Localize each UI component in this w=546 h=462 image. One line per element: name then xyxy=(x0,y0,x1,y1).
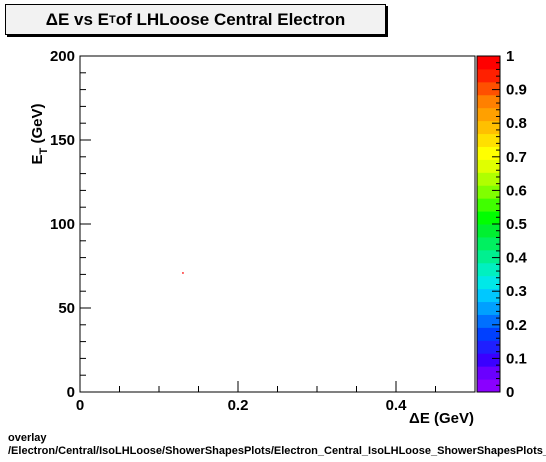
colorbar-segment xyxy=(477,159,500,173)
heatmap-chart: 0 0.2 0.4 0 50 100 150 200 0 0.1 0.2 0.3 0.4 0.5 0.6… xyxy=(29,48,528,427)
colorbar-segment xyxy=(477,185,500,199)
colorbar-segment xyxy=(477,236,500,251)
colorbar-segment xyxy=(477,224,500,238)
x-tick-label: 0 xyxy=(76,397,84,414)
data-points xyxy=(182,272,184,274)
y-tick-label: 100 xyxy=(50,216,75,233)
colorbar-segment xyxy=(477,262,500,277)
footer: overlay /Electron/Central/IsoLHLoose/Sho… xyxy=(8,432,546,458)
y-tick-label: 200 xyxy=(50,48,75,65)
colorbar-segment xyxy=(477,68,500,83)
colorbar-segment xyxy=(477,81,500,96)
colorbar-segment xyxy=(477,301,500,315)
footer-line-2: /Electron/Central/IsoLHLoose/ShowerShape… xyxy=(8,445,546,457)
colorbar: 0 0.1 0.2 0.3 0.4 0.5 0.6 0.7 0.8 0.9 1 xyxy=(476,48,528,401)
colorbar-tick-label: 0.9 xyxy=(506,82,527,99)
x-axis: 0 0.2 0.4 xyxy=(76,381,476,414)
y-tick-label: 0 xyxy=(67,384,75,401)
colorbar-segment xyxy=(477,366,500,380)
colorbar-tick-label: 0.1 xyxy=(506,350,527,367)
x-axis-title: ΔE (GeV) xyxy=(409,410,474,427)
plot-frame xyxy=(79,55,476,393)
colorbar-segment xyxy=(477,249,500,264)
colorbar-tick-label: 1 xyxy=(506,48,514,65)
colorbar-segment xyxy=(477,327,500,341)
colorbar-tick-label: 0.3 xyxy=(506,283,527,300)
colorbar-tick-label: 0.2 xyxy=(506,317,527,334)
y-tick-label: 50 xyxy=(58,300,75,317)
colorbar-segment xyxy=(477,379,500,393)
colorbar-segment xyxy=(477,198,500,212)
colorbar-segment xyxy=(477,314,500,328)
y-tick-label: 150 xyxy=(50,132,75,149)
colorbar-segment xyxy=(477,120,500,135)
colorbar-tick-label: 0.7 xyxy=(506,149,527,166)
colorbar-segment xyxy=(477,340,500,354)
colorbar-tick-label: 0.6 xyxy=(506,182,527,199)
heatmap-cell xyxy=(182,272,184,274)
y-axis: 0 50 100 150 200 xyxy=(50,48,91,401)
x-tick-label: 0.2 xyxy=(228,397,249,414)
y-axis-title: ET (GeV) xyxy=(29,104,50,165)
colorbar-tick-label: 0.4 xyxy=(506,250,528,267)
colorbar-segment xyxy=(477,172,500,186)
colorbar-segment xyxy=(477,211,500,225)
colorbar-segment xyxy=(477,288,500,303)
colorbar-segment xyxy=(477,56,500,70)
colorbar-segment xyxy=(477,146,500,160)
colorbar-segment xyxy=(477,275,500,290)
title-text-sub: T xyxy=(109,13,116,26)
colorbar-tick-label: 0.8 xyxy=(506,115,527,132)
title-text-pre: ΔE vs E xyxy=(45,9,109,29)
colorbar-tick-label: 0.5 xyxy=(506,216,527,233)
colorbar-segment xyxy=(477,94,500,109)
colorbar-tick-label: 0 xyxy=(506,384,514,401)
footer-line-1: overlay xyxy=(8,432,47,444)
x-axis-title-text: ΔE (GeV) xyxy=(409,410,474,427)
colorbar-segment xyxy=(477,107,500,122)
svg-text:ET (GeV): ET (GeV) xyxy=(29,104,50,165)
colorbar-segment xyxy=(477,353,500,367)
colorbar-segment xyxy=(477,133,500,147)
x-tick-label: 0.4 xyxy=(386,397,408,414)
title-text-post: of LHLoose Central Electron xyxy=(115,9,346,29)
